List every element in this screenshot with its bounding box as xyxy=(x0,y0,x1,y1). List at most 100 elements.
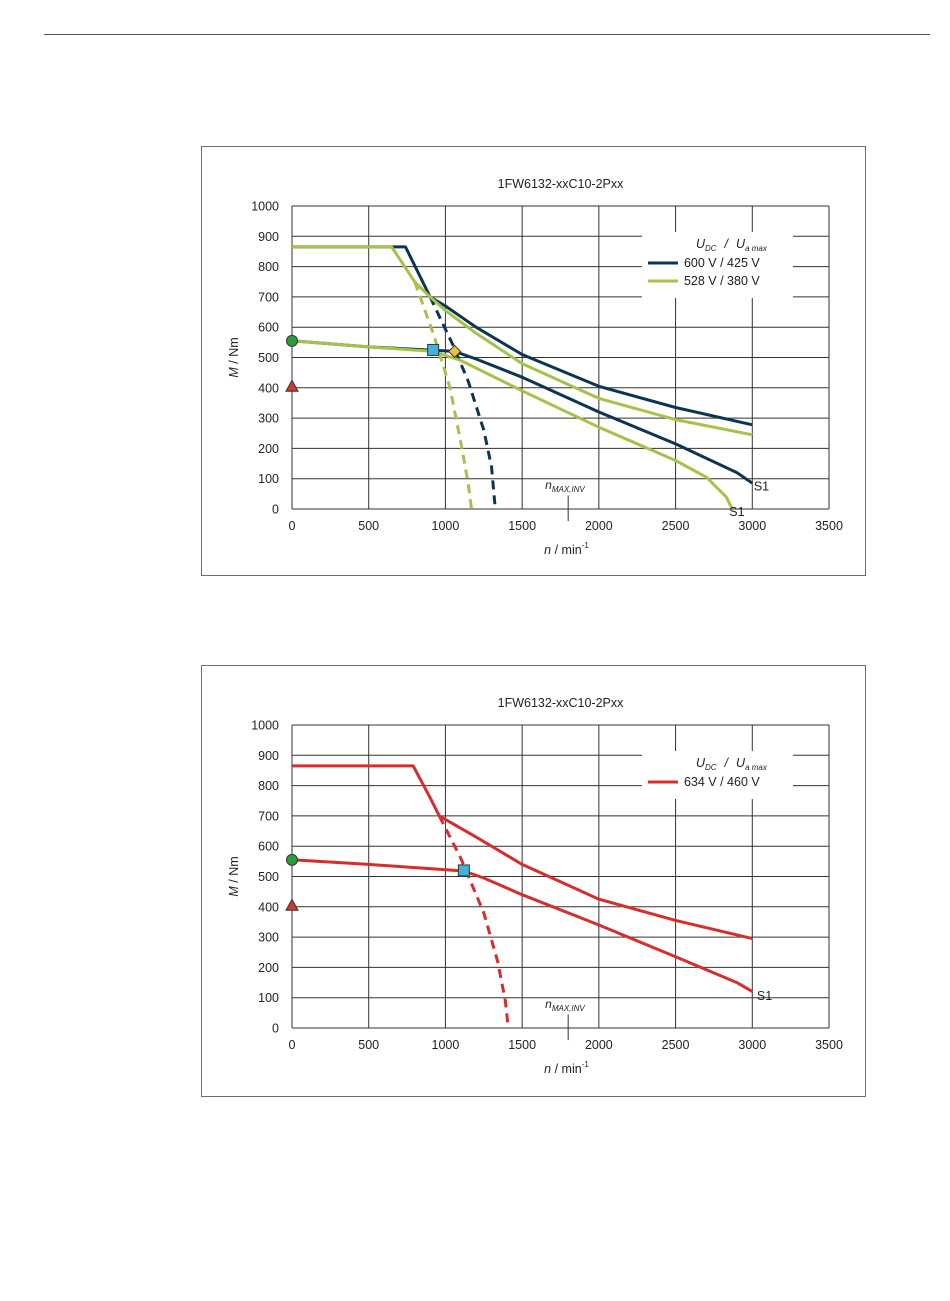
y-tick-label: 1000 xyxy=(251,719,279,733)
y-tick-label: 800 xyxy=(258,779,279,793)
x-tick-label: 0 xyxy=(289,519,296,533)
y-axis-var: M xyxy=(227,886,241,897)
y-axis-unit: / Nm xyxy=(227,856,241,886)
annotation-label: S1 xyxy=(729,505,744,519)
y-tick-label: 400 xyxy=(258,381,279,395)
legend-header-u1: U xyxy=(696,237,706,251)
n-max-inv-label: nMAX,INV xyxy=(545,997,585,1013)
y-tick-label: 500 xyxy=(258,870,279,884)
marker-square xyxy=(457,864,470,877)
marker-triangle xyxy=(285,898,299,911)
x-axis-var: n xyxy=(544,1062,551,1076)
marker-triangle xyxy=(285,379,299,392)
y-axis-label: M / Nm xyxy=(227,337,241,377)
annotation-label: S1 xyxy=(757,989,772,1003)
y-tick-label: 700 xyxy=(258,290,279,304)
y-tick-label: 800 xyxy=(258,260,279,274)
annotation-label: S1 xyxy=(754,479,769,493)
n-max-sub: MAX,INV xyxy=(552,1004,586,1013)
series-line-dashed xyxy=(413,281,473,510)
y-tick-label: 200 xyxy=(258,961,279,975)
x-tick-label: 1500 xyxy=(508,1038,536,1052)
legend-label: 600 V / 425 V xyxy=(684,256,760,270)
x-tick-label: 1000 xyxy=(432,1038,460,1052)
header-rule xyxy=(44,34,930,35)
y-axis-var: M xyxy=(227,367,241,378)
y-tick-label: 100 xyxy=(258,991,279,1005)
x-tick-label: 3000 xyxy=(738,519,766,533)
y-axis-unit: / Nm xyxy=(227,337,241,367)
x-tick-label: 500 xyxy=(358,519,379,533)
x-axis-label: n / min-1 xyxy=(544,1060,589,1076)
legend-header-sub2: a max xyxy=(745,244,768,253)
y-tick-label: 600 xyxy=(258,321,279,335)
n-max-base: n xyxy=(545,997,552,1011)
marker-circle xyxy=(286,334,298,347)
legend-box xyxy=(641,751,793,799)
legend-header-u2: U xyxy=(736,756,746,770)
n-max-base: n xyxy=(545,478,552,492)
chart-title: 1FW6132-xxC10-2Pxx xyxy=(498,696,624,710)
series-line-dashed xyxy=(428,296,497,510)
x-tick-label: 2000 xyxy=(585,519,613,533)
marker-circle xyxy=(286,853,298,866)
chart-title: 1FW6132-xxC10-2Pxx xyxy=(498,177,624,191)
y-tick-label: 300 xyxy=(258,412,279,426)
y-tick-label: 0 xyxy=(272,503,279,517)
x-axis-var: n xyxy=(544,543,551,557)
legend-header-sep: / xyxy=(724,237,730,251)
x-tick-label: 1000 xyxy=(432,519,460,533)
legend-header-sub1: DC xyxy=(705,763,717,772)
legend-label: 528 V / 380 V xyxy=(684,274,760,288)
x-axis-exponent: -1 xyxy=(582,541,590,550)
y-tick-label: 700 xyxy=(258,809,279,823)
x-tick-label: 2000 xyxy=(585,1038,613,1052)
torque-speed-chart-2: 1FW6132-xxC10-2Pxx 0 500 1000 1500 2000 2500 30… xyxy=(201,665,866,1097)
x-axis-unit: / min xyxy=(551,543,582,557)
series-line-solid xyxy=(292,245,753,437)
y-axis-label: M / Nm xyxy=(227,856,241,896)
y-tick-label: 100 xyxy=(258,472,279,486)
y-tick-label: 300 xyxy=(258,931,279,945)
series-line-solid xyxy=(291,339,734,510)
x-axis-unit: / min xyxy=(551,1062,582,1076)
x-tick-label: 1500 xyxy=(508,519,536,533)
y-tick-label: 400 xyxy=(258,900,279,914)
x-tick-label: 3500 xyxy=(815,519,843,533)
x-tick-label: 2500 xyxy=(662,519,690,533)
x-tick-label: 3500 xyxy=(815,1038,843,1052)
legend-header-sep: / xyxy=(724,756,730,770)
torque-speed-chart-1: 1FW6132-xxC10-2Pxx 0 500 1000 1500 2000 2500 30… xyxy=(201,146,866,576)
y-tick-label: 900 xyxy=(258,230,279,244)
y-tick-label: 1000 xyxy=(251,200,279,214)
x-axis-label: n / min-1 xyxy=(544,541,589,557)
series-line-dashed xyxy=(437,815,510,1029)
marker-square xyxy=(427,343,440,356)
legend-header-sub1: DC xyxy=(705,244,717,253)
x-tick-label: 2500 xyxy=(662,1038,690,1052)
legend-box xyxy=(641,232,793,298)
legend-header: UDC / Ua max xyxy=(696,756,768,772)
legend-header-u2: U xyxy=(736,237,746,251)
n-max-inv-label: nMAX,INV xyxy=(545,478,585,494)
legend-label: 634 V / 460 V xyxy=(684,775,760,789)
legend-header-sub2: a max xyxy=(745,763,768,772)
series-line-solid xyxy=(291,858,754,993)
legend-header-u1: U xyxy=(696,756,706,770)
marker-diamond xyxy=(447,344,462,359)
y-tick-label: 200 xyxy=(258,442,279,456)
y-tick-label: 0 xyxy=(272,1022,279,1036)
n-max-sub: MAX,INV xyxy=(552,485,586,494)
x-tick-label: 3000 xyxy=(738,1038,766,1052)
series-line-solid xyxy=(292,245,753,427)
series-line-solid xyxy=(292,764,753,941)
y-tick-label: 900 xyxy=(258,749,279,763)
x-axis-exponent: -1 xyxy=(582,1060,590,1069)
x-tick-label: 0 xyxy=(289,1038,296,1052)
legend-header: UDC / Ua max xyxy=(696,237,768,253)
y-tick-label: 500 xyxy=(258,351,279,365)
y-tick-label: 600 xyxy=(258,840,279,854)
x-tick-label: 500 xyxy=(358,1038,379,1052)
